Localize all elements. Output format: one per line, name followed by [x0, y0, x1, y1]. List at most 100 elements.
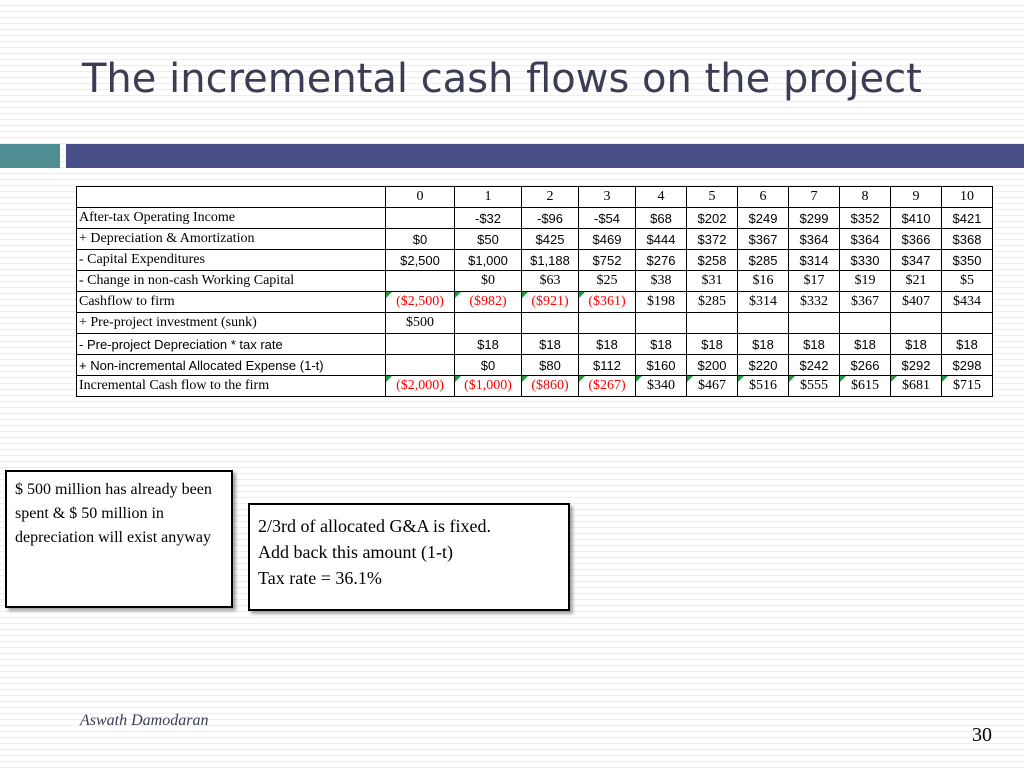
table-cell: $467	[686, 375, 738, 397]
table-cell: $368	[941, 228, 993, 250]
column-header: 5	[686, 186, 738, 208]
table-cell: $285	[737, 249, 789, 271]
table-cell: $16	[737, 270, 789, 292]
author-name: Aswath Damodaran	[80, 712, 209, 729]
page-number: 30	[972, 724, 992, 746]
table-cell	[385, 270, 455, 292]
table-cell: $752	[578, 249, 636, 271]
table-cell: $18	[521, 333, 579, 355]
table-cell: $285	[686, 291, 738, 313]
table-row: + Non-incremental Allocated Expense (1-t…	[76, 354, 993, 376]
table-cell: ($1,000)	[454, 375, 522, 397]
table-cell: $444	[635, 228, 687, 250]
table-cell: $366	[890, 228, 942, 250]
table-cell: $350	[941, 249, 993, 271]
table-cell: $18	[941, 333, 993, 355]
table-cell: $38	[635, 270, 687, 292]
table-cell: $0	[385, 228, 455, 250]
table-cell: $330	[839, 249, 891, 271]
table-cell: $292	[890, 354, 942, 376]
table-cell: $0	[454, 354, 522, 376]
table-cell: $19	[839, 270, 891, 292]
table-cell	[385, 354, 455, 376]
table-row: - Change in non-cash Working Capital $0 $6…	[76, 270, 993, 292]
table-cell: $516	[737, 375, 789, 397]
table-cell	[454, 312, 522, 334]
column-header: 0	[385, 186, 455, 208]
column-header: 2	[521, 186, 579, 208]
table-cell: $715	[941, 375, 993, 397]
table-cell: $1,188	[521, 249, 579, 271]
row-label: Incremental Cash flow to the firm	[76, 375, 386, 397]
table-cell: ($921)	[521, 291, 579, 313]
table-cell: $68	[635, 207, 687, 229]
table-cell: $0	[454, 270, 522, 292]
table-cell: ($982)	[454, 291, 522, 313]
table-cell: $332	[788, 291, 840, 313]
table-cell: $18	[686, 333, 738, 355]
table-cell	[578, 312, 636, 334]
row-label: + Depreciation & Amortization	[76, 228, 386, 250]
table-cell: $18	[454, 333, 522, 355]
table-cell: $242	[788, 354, 840, 376]
table-cell: $5	[941, 270, 993, 292]
table-row: Cashflow to firm ($2,500) ($982) ($921) ($36…	[76, 291, 993, 313]
table-cell: $314	[788, 249, 840, 271]
slide-title: The incremental cash flows on the projec…	[82, 56, 922, 102]
table-cell: $160	[635, 354, 687, 376]
table-cell: $31	[686, 270, 738, 292]
table-cell: $367	[839, 291, 891, 313]
table-header-row: 0 1 2 3 4 5 6 7 8 9 10	[76, 186, 993, 208]
table-cell: $198	[635, 291, 687, 313]
table-cell: $352	[839, 207, 891, 229]
column-header: 4	[635, 186, 687, 208]
table-cell	[737, 312, 789, 334]
column-header: 7	[788, 186, 840, 208]
table-cell: $407	[890, 291, 942, 313]
note-sunk-cost: $ 500 million has already been spent & $…	[5, 470, 233, 608]
table-row: - Capital Expenditures $2,500 $1,000 $1,188…	[76, 249, 993, 271]
row-label: + Pre-project investment (sunk)	[76, 312, 386, 334]
table-cell: ($860)	[521, 375, 579, 397]
note-line: Tax rate = 36.1%	[258, 568, 382, 588]
table-cell: $299	[788, 207, 840, 229]
row-label: - Capital Expenditures	[76, 249, 386, 271]
table-cell	[890, 312, 942, 334]
table-cell: $17	[788, 270, 840, 292]
table-cell	[521, 312, 579, 334]
table-cell: ($2,000)	[385, 375, 455, 397]
table-cell: $63	[521, 270, 579, 292]
table-cell: ($361)	[578, 291, 636, 313]
row-label: + Non-incremental Allocated Expense (1-t…	[76, 354, 386, 376]
table-cell: $410	[890, 207, 942, 229]
table-cell: $500	[385, 312, 455, 334]
table-cell: $276	[635, 249, 687, 271]
table-cell: $21	[890, 270, 942, 292]
table-cell: $18	[635, 333, 687, 355]
table-cell	[788, 312, 840, 334]
table-cell: $364	[788, 228, 840, 250]
table-cell: $50	[454, 228, 522, 250]
row-label: Cashflow to firm	[76, 291, 386, 313]
row-label: After-tax Operating Income	[76, 207, 386, 229]
table-cell: $367	[737, 228, 789, 250]
column-header: 3	[578, 186, 636, 208]
table-cell: ($2,500)	[385, 291, 455, 313]
table-cell: $80	[521, 354, 579, 376]
table-row: - Pre-project Depreciation * tax rate $18…	[76, 333, 993, 355]
table-cell: $615	[839, 375, 891, 397]
row-label: - Pre-project Depreciation * tax rate	[76, 333, 386, 355]
table-cell	[686, 312, 738, 334]
table-cell: $347	[890, 249, 942, 271]
accent-bar-teal	[0, 144, 60, 168]
table-cell: $469	[578, 228, 636, 250]
table-cell: $421	[941, 207, 993, 229]
table-cell: $202	[686, 207, 738, 229]
table-cell: $1,000	[454, 249, 522, 271]
column-header: 1	[454, 186, 522, 208]
table-cell: $249	[737, 207, 789, 229]
column-header: 8	[839, 186, 891, 208]
table-row: Incremental Cash flow to the firm ($2,000…	[76, 375, 993, 397]
table-cell: $18	[788, 333, 840, 355]
table-cell: $314	[737, 291, 789, 313]
